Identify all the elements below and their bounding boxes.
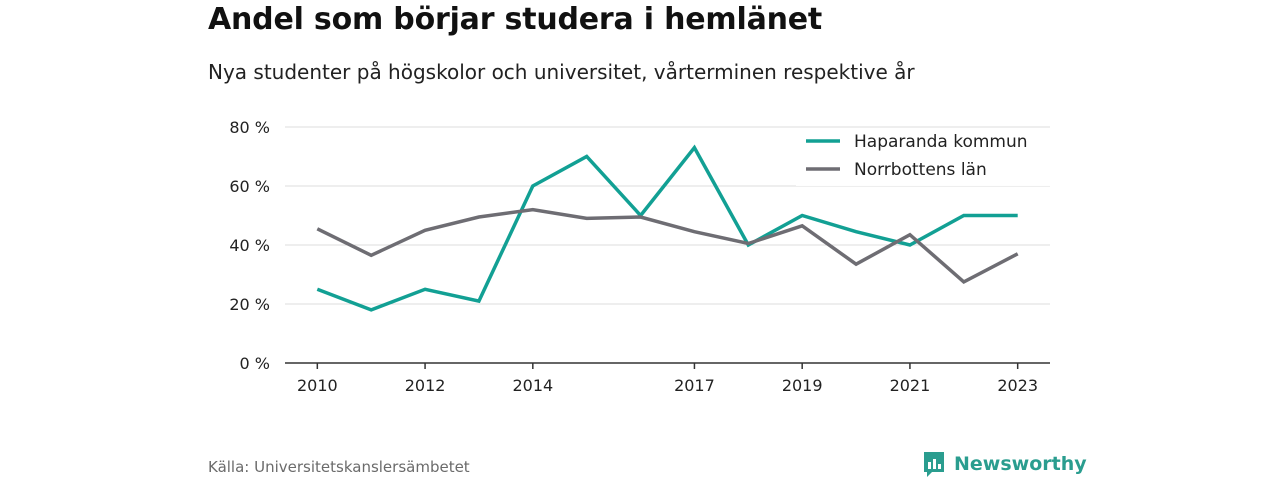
y-tick-label: 80 %	[229, 118, 270, 137]
x-axis-ticks: 2010 2012 2014 2017 2019 2021 2023	[297, 363, 1038, 395]
x-tick-label: 2021	[890, 376, 931, 395]
legend-label: Norrbottens län	[854, 160, 987, 180]
series-line-1	[316, 207, 1019, 285]
brand-logo: Newsworthy	[922, 450, 1087, 478]
chart-title: Andel som börjar studera i hemlänet	[208, 2, 823, 37]
y-tick-label: 20 %	[229, 295, 270, 314]
legend: Haparanda kommun Norrbottens län	[796, 128, 1052, 186]
brand-name: Newsworthy	[954, 453, 1087, 475]
y-tick-label: 40 %	[229, 236, 270, 255]
series-line-0	[316, 144, 1018, 312]
line-chart: 0 % 20 % 40 % 60 % 80 % 2010 2012 2014 2017 2019…	[229, 118, 1052, 395]
source-note: Källa: Universitetskanslersämbetet	[208, 458, 470, 476]
x-tick-label: 2014	[512, 376, 553, 395]
series-lines	[316, 144, 1019, 312]
legend-background	[796, 128, 1052, 186]
x-tick-label: 2019	[782, 376, 823, 395]
x-tick-label: 2010	[297, 376, 338, 395]
y-tick-label: 60 %	[229, 177, 270, 196]
chart-subtitle: Nya studenter på högskolor och universit…	[208, 60, 915, 84]
legend-label: Haparanda kommun	[854, 132, 1028, 152]
x-tick-label: 2012	[405, 376, 446, 395]
x-tick-label: 2017	[674, 376, 715, 395]
y-tick-label: 0 %	[240, 354, 270, 373]
x-tick-label: 2023	[997, 376, 1038, 395]
y-axis-ticks: 0 % 20 % 40 % 60 % 80 %	[229, 118, 270, 373]
newsworthy-logo-icon	[924, 452, 944, 477]
